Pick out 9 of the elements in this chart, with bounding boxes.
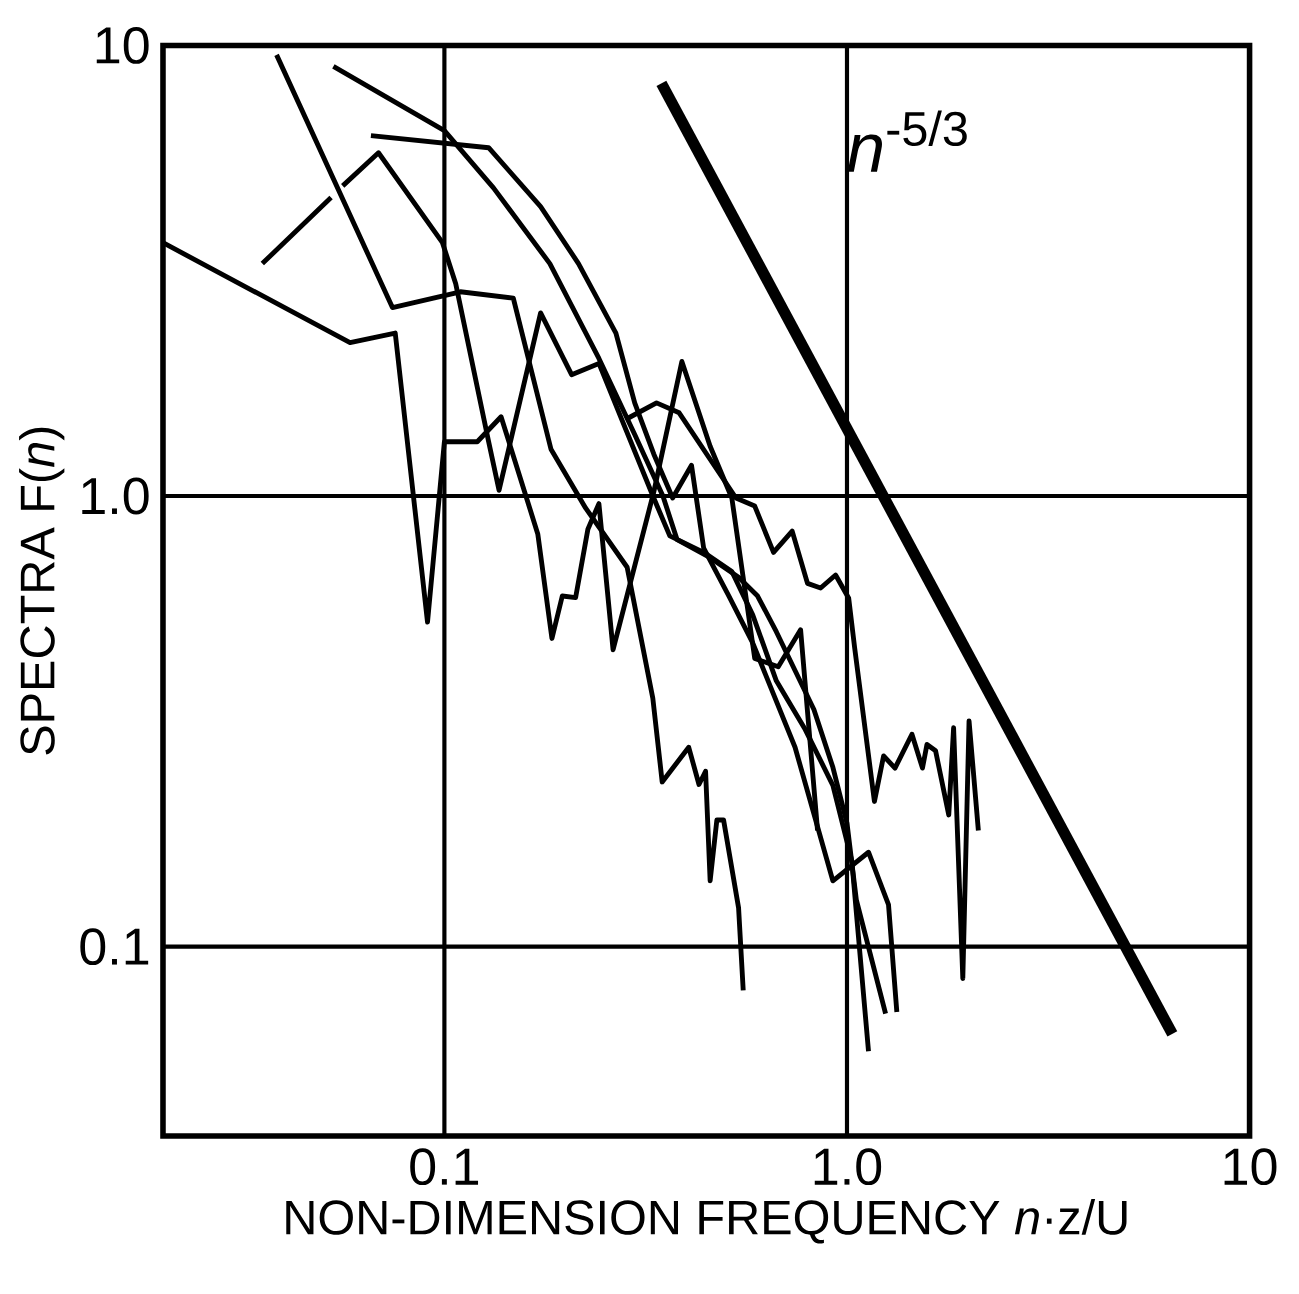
x-tick-label: 1.0 <box>814 1148 882 1186</box>
y-tick-label: 10 <box>96 26 149 64</box>
y-tick-label: 0.1 <box>80 928 149 966</box>
series-label: n$^{-5/3}$ <box>847 110 967 172</box>
x-tick-label: 10 <box>1224 1148 1277 1186</box>
y-axis-title: SPECTRA F(n) <box>19 427 65 755</box>
y-tick-label: 1.0 <box>82 477 149 515</box>
x-tick-label: 0.1 <box>410 1148 479 1186</box>
x-axis-title: NON-DIMENSION FREQUENCY n·z/U <box>286 1199 1127 1244</box>
